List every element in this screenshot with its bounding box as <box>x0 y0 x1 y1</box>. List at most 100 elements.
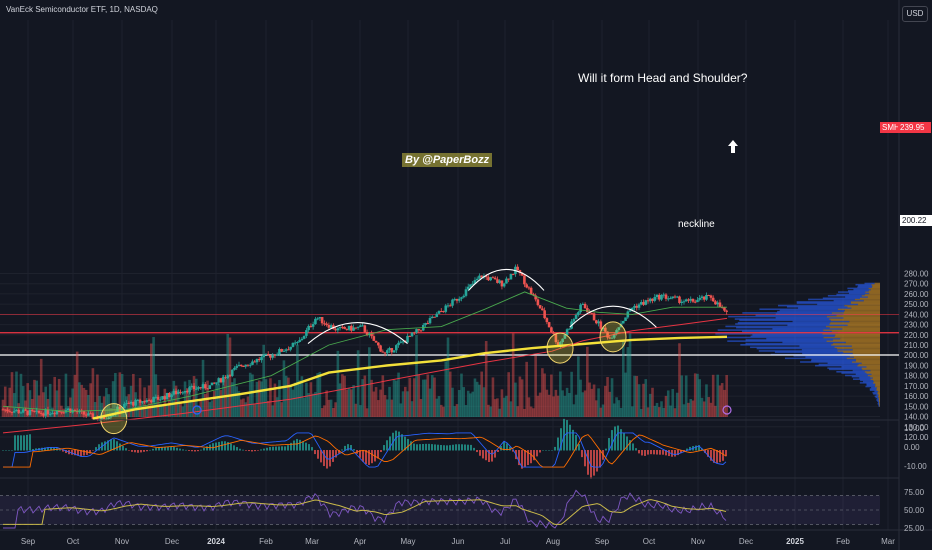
x-tick-label: Aug <box>546 537 560 546</box>
macd-bar <box>341 449 343 451</box>
macd-bar <box>503 441 505 451</box>
profile-bar <box>863 299 880 302</box>
currency-button[interactable]: USD <box>902 6 928 22</box>
macd-bar <box>251 450 253 452</box>
candle-body <box>185 390 189 393</box>
volume-bar <box>529 406 533 417</box>
volume-bar <box>91 368 95 417</box>
profile-bar <box>862 380 875 383</box>
y-tick-label: 170.00 <box>904 382 929 391</box>
macd-bar <box>695 445 697 451</box>
candle-body <box>673 296 677 298</box>
macd-bar <box>494 450 496 458</box>
candle-body <box>397 342 400 346</box>
macd-bar <box>506 443 508 451</box>
profile-bar <box>852 361 880 363</box>
macd-bar <box>368 450 370 465</box>
profile-bar <box>786 306 848 308</box>
candle-body <box>689 298 693 301</box>
volume-bar <box>217 383 221 417</box>
profile-bar <box>878 395 880 398</box>
profile-bar <box>855 373 872 376</box>
volume-bar <box>415 334 418 417</box>
volume-bar <box>412 378 416 417</box>
macd-bar <box>29 434 31 451</box>
volume-bar <box>280 402 283 417</box>
volume-bar <box>26 383 30 417</box>
y-tick-label: 260.00 <box>904 290 929 299</box>
candle-body <box>266 353 270 356</box>
volume-bar <box>325 390 328 417</box>
candle-body <box>53 413 56 415</box>
macd-bar <box>299 439 301 451</box>
volume-bar <box>350 389 353 417</box>
volume-bar <box>138 378 142 417</box>
profile-bar <box>808 298 855 301</box>
candle-body <box>547 322 551 328</box>
candle-body <box>28 409 32 415</box>
candle-body <box>664 294 668 299</box>
profile-bar <box>879 401 880 404</box>
volume-bar <box>82 387 86 417</box>
candle-body <box>406 335 409 343</box>
volume-bar <box>579 379 582 417</box>
macd-bar <box>623 432 625 451</box>
pattern-arc <box>468 269 545 291</box>
macd-bar <box>281 446 283 451</box>
macd-bar <box>98 444 100 451</box>
volume-bar <box>343 375 346 417</box>
candle-body <box>601 327 605 329</box>
candle-body <box>691 298 695 302</box>
candle-body <box>700 296 704 298</box>
candle-body <box>610 337 614 339</box>
volume-bar <box>327 399 331 417</box>
volume-bar <box>608 391 612 417</box>
candle-body <box>60 411 63 413</box>
volume-bar <box>55 390 59 417</box>
volume-bar <box>714 405 717 417</box>
volume-bar <box>401 391 405 417</box>
profile-bar <box>879 404 880 406</box>
macd-bar <box>425 443 427 451</box>
profile-bar <box>750 335 835 338</box>
y-tick-label: 140.00 <box>904 413 929 422</box>
volume-bar <box>547 394 551 417</box>
volume-bar <box>725 375 728 417</box>
annotation-neckline: neckline <box>678 219 715 230</box>
candle-body <box>520 272 524 276</box>
volume-bar <box>532 408 535 417</box>
candle-body <box>298 340 301 342</box>
candle-body <box>507 278 510 280</box>
candle-body <box>284 349 288 351</box>
profile-bar <box>845 296 868 298</box>
volume-bar <box>597 388 600 417</box>
candle-body <box>388 348 391 351</box>
volume-bar <box>471 391 475 417</box>
profile-bar <box>878 390 880 393</box>
volume-bar <box>520 379 524 417</box>
profile-bar <box>872 391 878 394</box>
macd-bar <box>335 450 337 458</box>
volume-bar <box>374 387 378 417</box>
macd-bar <box>605 448 607 451</box>
profile-bar <box>718 336 824 339</box>
macd-bar <box>650 450 652 455</box>
macd-bar <box>47 447 49 451</box>
x-tick-label: Sep <box>21 537 36 546</box>
macd-bar <box>371 450 373 464</box>
volume-bar <box>179 401 182 417</box>
macd-bar <box>272 446 274 451</box>
candle-body <box>221 377 225 383</box>
candle-body <box>372 336 376 341</box>
candle-body <box>3 409 7 411</box>
candle-body <box>154 396 158 398</box>
candle-body <box>327 324 331 328</box>
candle-body <box>39 412 43 414</box>
volume-bar <box>666 390 670 417</box>
rsi-smoothing-line <box>3 499 727 525</box>
x-tick-label: Sep <box>595 537 610 546</box>
candle-body <box>219 378 223 383</box>
macd-bar <box>539 450 541 453</box>
candle-body <box>293 342 297 344</box>
